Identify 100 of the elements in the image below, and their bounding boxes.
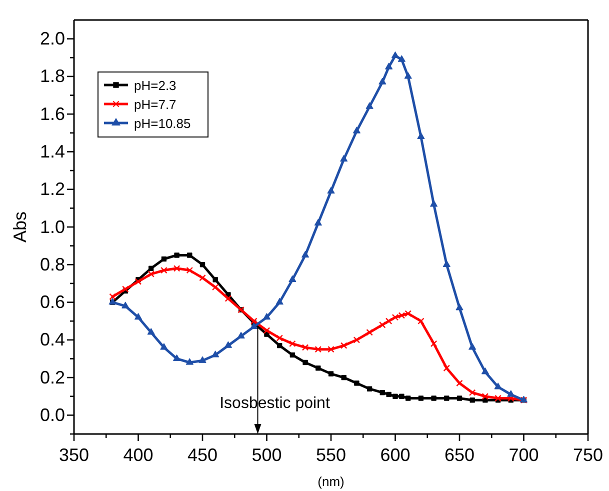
point xyxy=(418,396,424,401)
point xyxy=(289,340,296,348)
point xyxy=(399,394,404,399)
y-tick-label: 1.2 xyxy=(40,179,65,200)
point xyxy=(378,78,386,84)
point xyxy=(340,342,348,349)
point xyxy=(352,126,361,134)
point xyxy=(161,256,167,262)
point xyxy=(442,260,450,267)
point xyxy=(276,298,284,305)
legend-label: pH=2.3 xyxy=(134,78,176,93)
point xyxy=(385,62,393,70)
point xyxy=(212,350,220,358)
point xyxy=(262,312,271,320)
point xyxy=(430,340,438,348)
point xyxy=(508,394,514,402)
y-tick-label: 1.6 xyxy=(40,104,65,124)
point xyxy=(224,341,232,348)
point xyxy=(147,328,155,335)
point xyxy=(174,252,180,258)
point xyxy=(134,278,142,285)
y-tick-label: 1.0 xyxy=(40,216,65,237)
x-tick-label: 700 xyxy=(508,445,539,465)
point xyxy=(379,321,386,328)
point xyxy=(288,275,296,282)
point xyxy=(366,102,374,109)
point xyxy=(353,336,360,344)
y-tick-label: 2.0 xyxy=(40,28,65,49)
point xyxy=(122,286,129,292)
point xyxy=(482,392,489,400)
point xyxy=(385,318,392,324)
point xyxy=(386,392,392,398)
point xyxy=(302,360,308,366)
point xyxy=(380,390,385,396)
point xyxy=(430,200,438,207)
point xyxy=(160,266,168,274)
y-tick-label: 1.8 xyxy=(40,66,65,86)
y-tick-label: 0.0 xyxy=(40,404,65,425)
point xyxy=(398,55,406,62)
x-tick-label: 750 xyxy=(572,445,604,465)
point xyxy=(199,274,206,282)
point xyxy=(456,304,464,310)
point xyxy=(314,218,322,226)
point xyxy=(468,343,476,350)
point xyxy=(186,358,194,365)
point xyxy=(443,364,450,372)
point xyxy=(481,368,490,374)
point xyxy=(366,386,372,392)
point xyxy=(172,354,181,362)
point xyxy=(250,318,258,324)
point xyxy=(418,318,424,324)
point xyxy=(354,380,360,386)
point xyxy=(198,356,206,363)
point xyxy=(444,396,450,401)
x-tick-label: 350 xyxy=(58,445,90,465)
x-tick-label: 450 xyxy=(187,445,218,465)
y-tick-label: 0.4 xyxy=(40,330,65,350)
y-tick-label: 0.2 xyxy=(40,367,65,388)
x-tick-label: 500 xyxy=(252,445,282,465)
point xyxy=(301,250,310,258)
point xyxy=(200,262,206,268)
point xyxy=(316,366,321,371)
legend-label: pH=7.7 xyxy=(134,97,176,112)
y-tick-label: 0.8 xyxy=(40,254,65,274)
point xyxy=(277,342,282,348)
x-tick-label: 400 xyxy=(123,445,154,465)
x-axis-title: (nm) xyxy=(318,474,344,489)
y-axis-title: Abs xyxy=(10,211,30,243)
point xyxy=(494,394,502,402)
point xyxy=(212,277,218,282)
point xyxy=(470,398,475,403)
point xyxy=(341,374,346,380)
point xyxy=(391,51,400,58)
point xyxy=(173,265,180,272)
point xyxy=(327,186,335,194)
point xyxy=(122,302,130,308)
x-tick-label: 600 xyxy=(380,445,410,465)
point xyxy=(431,396,436,401)
legend-label: pH=10.85 xyxy=(134,116,191,131)
point xyxy=(468,389,476,396)
point xyxy=(186,266,194,274)
point xyxy=(224,295,232,302)
point xyxy=(263,327,270,334)
x-tick-label: 650 xyxy=(444,445,475,465)
y-tick-label: 1.4 xyxy=(40,141,65,162)
point xyxy=(314,346,322,353)
point xyxy=(392,394,398,399)
y-tick-label: 0.6 xyxy=(40,292,65,312)
point xyxy=(494,382,502,390)
point xyxy=(109,293,116,300)
point xyxy=(456,380,463,387)
point xyxy=(406,396,411,401)
point xyxy=(148,266,154,271)
point xyxy=(212,284,219,291)
x-tick-label: 550 xyxy=(316,445,346,465)
point xyxy=(187,252,192,258)
point xyxy=(366,328,373,336)
point xyxy=(148,270,154,278)
point xyxy=(237,332,245,338)
point xyxy=(276,334,283,342)
